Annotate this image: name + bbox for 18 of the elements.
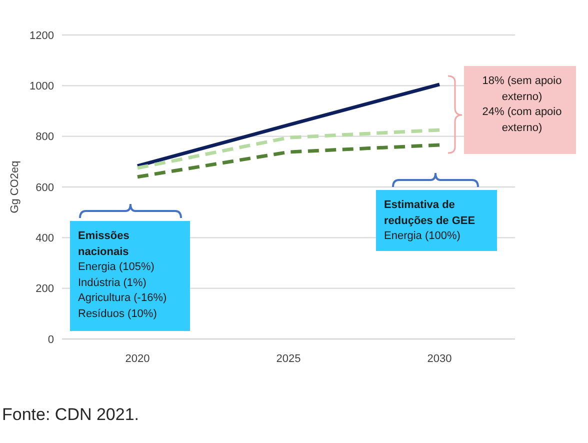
y-tick-label: 1200 [30,30,54,42]
y-tick-label: 600 [36,182,54,194]
x-tick-label: 2025 [276,352,301,365]
y-axis-title: Gg CO2eq [9,160,21,214]
y-tick-label: 0 [48,334,54,346]
annotation: 18% (sem apoio externo) 24% (com apoio externo) [481,74,563,136]
source-note: Fonte: CDN 2021. [2,405,140,424]
callout-box: 18% (sem apoio externo) 24% (com apoio externo) [464,66,576,154]
y-tick-label: 1000 [30,80,54,93]
callout-box: Estimativa de reduções de GEE Energia (100%) [376,190,497,251]
y-tick-label: 200 [36,283,54,296]
x-tick-label: 2030 [427,352,452,365]
annotation: Estimativa de reduções de GEE Energia (100%) [384,198,476,244]
y-tick-label: 400 [36,232,54,245]
annotation: Emissões nacionais Energia (105%) Indústria (1%) Agricultura (-16%) Resíduos (10%) [78,229,168,322]
callout-box: Emissões nacionais Energia (105%) Indústria (1%) Agricultura (-16%) Resíduos (10%) [70,221,190,331]
y-tick-label: 800 [36,131,54,144]
x-tick-label: 2020 [125,352,150,365]
